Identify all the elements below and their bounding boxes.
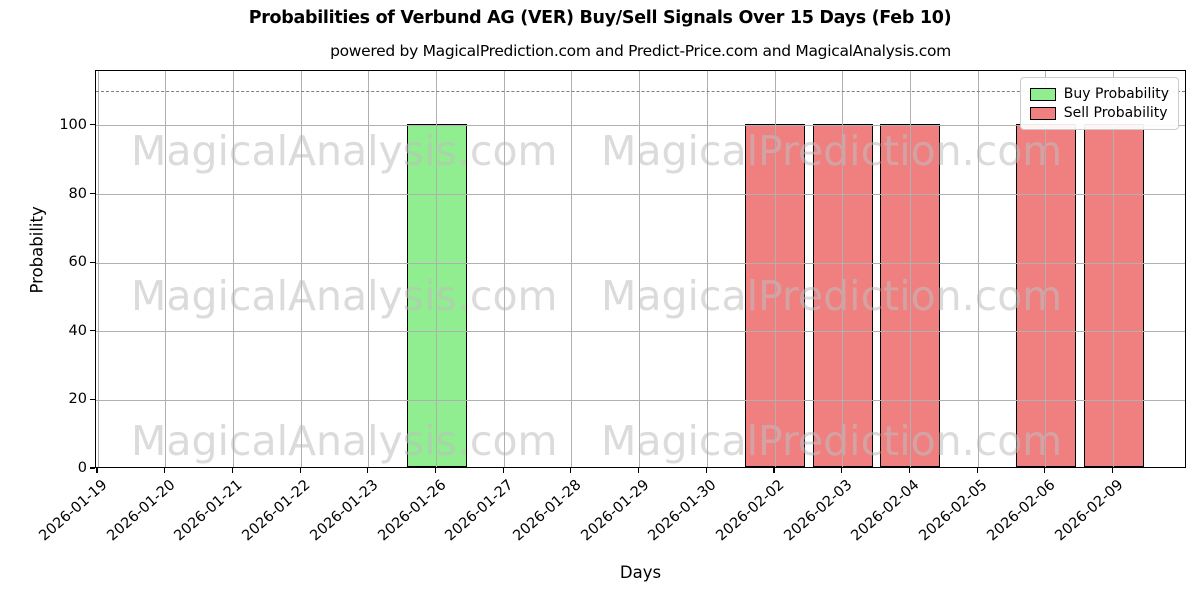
horizontal-gridline bbox=[96, 331, 1185, 333]
watermark-text: MagicalAnalysis.com bbox=[131, 272, 558, 320]
x-tick-mark bbox=[570, 468, 572, 473]
vertical-gridline bbox=[165, 71, 167, 467]
chart-subtitle: powered by MagicalPrediction.com and Pre… bbox=[330, 42, 951, 60]
y-tick-mark bbox=[90, 467, 95, 469]
x-tick-mark bbox=[96, 468, 98, 473]
y-tick-label: 100 bbox=[59, 116, 87, 133]
horizontal-gridline bbox=[96, 399, 1185, 401]
grid-layer bbox=[96, 71, 1185, 467]
y-tick-mark bbox=[90, 261, 95, 263]
vertical-gridline bbox=[1113, 71, 1114, 467]
vertical-gridline bbox=[368, 71, 370, 467]
watermark-layer: MagicalAnalysis.com MagicalPrediction.com… bbox=[96, 71, 1185, 467]
y-tick-label: 80 bbox=[68, 185, 87, 202]
horizontal-gridline bbox=[96, 194, 1185, 196]
legend-item: Sell Probability bbox=[1029, 105, 1169, 121]
buy-legend-swatch bbox=[1029, 87, 1056, 101]
x-tick-mark bbox=[434, 468, 437, 473]
horizontal-gridline bbox=[96, 262, 1185, 264]
y-tick-label: 40 bbox=[68, 322, 87, 339]
x-tick-mark bbox=[367, 468, 369, 473]
vertical-gridline bbox=[706, 71, 708, 467]
bars-layer bbox=[96, 71, 1185, 467]
vertical-gridline bbox=[300, 71, 302, 467]
legend: Buy Probability Sell Probability bbox=[1019, 77, 1179, 130]
y-tick-label: 0 bbox=[77, 460, 87, 476]
sell-bar bbox=[880, 123, 941, 467]
x-tick-mark bbox=[908, 468, 910, 473]
watermark-text: MagicalAnalysis.com bbox=[131, 417, 558, 465]
vertical-gridline bbox=[774, 71, 776, 467]
legend-label: Buy Probability bbox=[1063, 86, 1169, 102]
legend-label: Sell Probability bbox=[1063, 105, 1168, 121]
buy-bar bbox=[406, 123, 467, 467]
sell-bar bbox=[745, 123, 805, 467]
vertical-gridline bbox=[842, 71, 844, 467]
x-tick-mark bbox=[231, 468, 233, 473]
plot-area: MagicalAnalysis.com MagicalPrediction.com… bbox=[95, 70, 1186, 468]
legend-item: Buy Probability bbox=[1029, 86, 1169, 102]
vertical-gridline bbox=[639, 71, 641, 467]
vertical-gridline bbox=[503, 71, 505, 467]
x-tick-mark bbox=[841, 468, 843, 473]
watermark-text: MagicalPrediction.com bbox=[601, 417, 1063, 465]
y-tick-mark bbox=[90, 330, 95, 332]
watermark-text: MagicalPrediction.com bbox=[601, 127, 1063, 175]
x-tick-mark bbox=[502, 468, 504, 473]
y-tick-mark bbox=[90, 192, 95, 195]
vertical-gridline bbox=[232, 71, 234, 467]
x-axis-label: Days bbox=[619, 563, 662, 582]
vertical-gridline bbox=[436, 71, 437, 467]
x-tick-mark bbox=[638, 468, 640, 473]
y-axis-label: Probability bbox=[27, 206, 47, 294]
sell-bar bbox=[812, 123, 873, 467]
y-tick-label: 60 bbox=[68, 254, 87, 271]
x-tick-mark bbox=[299, 468, 301, 473]
sell-bar bbox=[1015, 123, 1076, 467]
x-tick-mark bbox=[976, 468, 978, 473]
y-tick-label: 20 bbox=[68, 391, 87, 408]
watermark-text: MagicalAnalysis.com bbox=[131, 127, 558, 175]
sell-legend-swatch bbox=[1029, 106, 1056, 120]
x-tick-mark bbox=[1044, 468, 1046, 473]
vertical-gridline bbox=[571, 71, 573, 467]
vertical-gridline bbox=[977, 71, 979, 467]
x-tick-mark bbox=[705, 468, 707, 473]
y-tick-mark bbox=[90, 124, 95, 126]
x-tick-mark bbox=[1111, 468, 1114, 473]
vertical-gridline bbox=[1045, 71, 1047, 467]
y-tick-mark bbox=[90, 398, 95, 400]
vertical-gridline bbox=[97, 71, 99, 467]
x-tick-mark bbox=[164, 468, 166, 473]
vertical-gridline bbox=[909, 71, 911, 467]
x-tick-mark bbox=[773, 468, 775, 473]
sell-bar bbox=[1083, 123, 1144, 467]
chart-title: Probabilities of Verbund AG (VER) Buy/Se… bbox=[248, 8, 952, 28]
watermark-text: MagicalPrediction.com bbox=[601, 272, 1063, 320]
